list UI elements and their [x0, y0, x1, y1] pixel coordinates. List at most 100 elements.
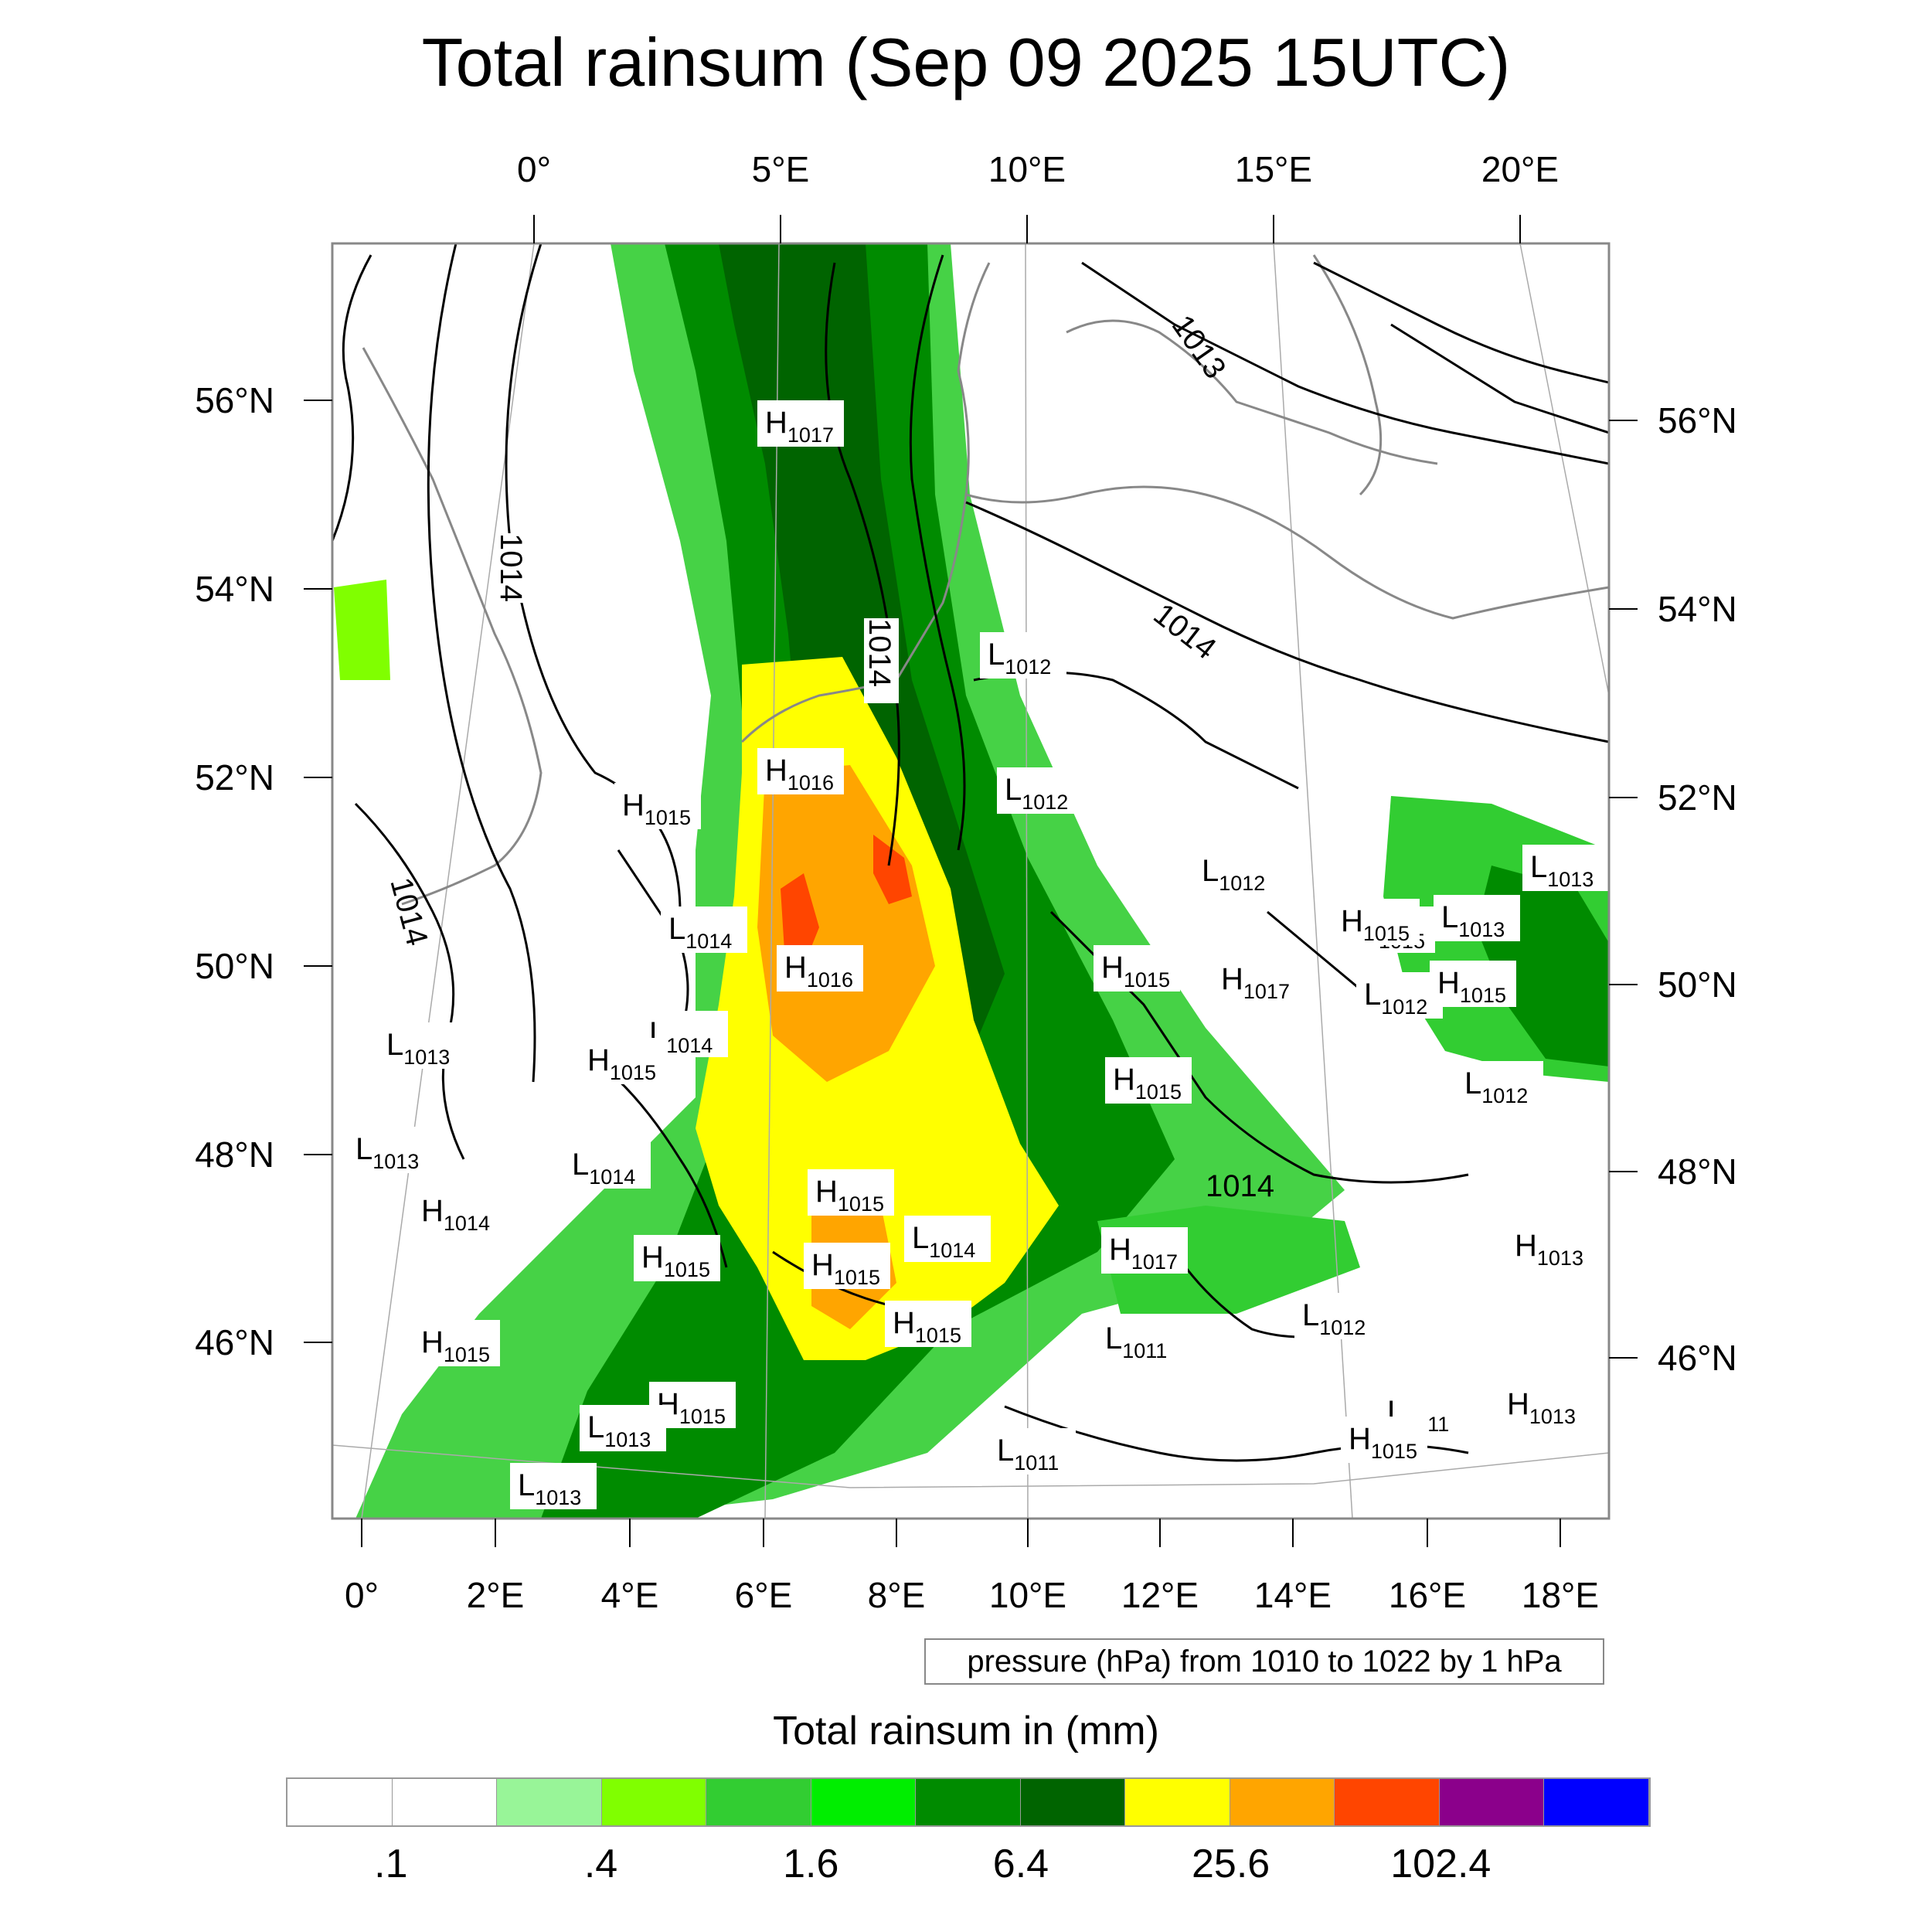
lat-label-right: 56°N [1658, 400, 1737, 440]
pressure-center-label: H1014 [413, 1189, 500, 1235]
pressure-center-label: H1015 [1341, 1417, 1427, 1463]
colorbar-swatch [601, 1779, 707, 1825]
pressure-center-text: H1015 [1341, 904, 1410, 945]
contour-info-box: pressure (hPa) from 1010 to 1022 by 1 hP… [924, 1638, 1604, 1685]
colorbar-tick-label: .4 [583, 1842, 618, 1886]
lon-label-bottom: 18°E [1522, 1575, 1599, 1615]
pressure-center-label: H1015 [1430, 961, 1516, 1007]
pressure-center-text: L1013 [386, 1028, 450, 1069]
isobar-label: 1014 [862, 618, 896, 687]
pressure-center-text: H1015 [811, 1248, 880, 1289]
pressure-center-label: L1013 [580, 1405, 666, 1451]
colorbar-swatch [1544, 1779, 1649, 1825]
lat-label-right: 46°N [1658, 1338, 1737, 1378]
lon-label-bottom: 10°E [989, 1575, 1066, 1615]
lon-label-bottom: 16°E [1389, 1575, 1466, 1615]
lon-label-bottom: 2°E [467, 1575, 525, 1615]
colorbar-swatch [1230, 1779, 1335, 1825]
pressure-center-label: H1013 [1507, 1223, 1594, 1270]
pressure-center-text: L1012 [1464, 1066, 1528, 1107]
pressure-center-text: H1015 [421, 1325, 490, 1366]
pressure-center-text: L1013 [1441, 900, 1505, 941]
lon-label-top: 20°E [1481, 149, 1559, 189]
pressure-center-text: L1011 [1105, 1321, 1167, 1362]
lat-label-left: 48°N [195, 1134, 274, 1175]
pressure-center-text: H1015 [1349, 1422, 1417, 1463]
pressure-center-label: L1012 [1294, 1293, 1381, 1339]
colorbar-swatch [1020, 1779, 1126, 1825]
pressure-center-text: L1012 [1005, 773, 1068, 814]
pressure-center-text: L1014 [572, 1148, 635, 1189]
pressure-center-text: L1013 [355, 1132, 419, 1173]
pressure-center-text: L1011 [997, 1434, 1059, 1475]
colorbar-swatch [1125, 1779, 1230, 1825]
lon-label-top: 15°E [1235, 149, 1312, 189]
lat-label-left: 52°N [195, 757, 274, 798]
pressure-center-text: L1014 [912, 1221, 975, 1262]
pressure-center-label: L1013 [1434, 895, 1520, 941]
colorbar-tick-label: 102.4 [1390, 1842, 1492, 1886]
lat-label-right: 50°N [1658, 964, 1737, 1005]
coastlines [362, 254, 1609, 906]
pressure-center-label: H1015 [1094, 945, 1180, 992]
pressure-center-label: H1017 [1213, 957, 1300, 1003]
lon-label-top: 0° [517, 149, 551, 189]
lat-label-right: 48°N [1658, 1151, 1737, 1192]
pressure-center-label: L1014 [564, 1142, 651, 1189]
rain-west-patch [334, 580, 390, 680]
colorbar-tick-label: .1 [374, 1842, 408, 1886]
pressure-center-label: H1015 [614, 783, 701, 829]
pressure-center-label: H1013 [1499, 1382, 1586, 1428]
pressure-center-text: H1015 [1437, 966, 1506, 1007]
left-lat-labels: 56°N 54°N 52°N 50°N 48°N 46°N [195, 380, 274, 1362]
pressure-center-text: H1017 [765, 406, 834, 447]
top-lon-labels: 0° 5°E 10°E 15°E 20°E [517, 149, 1559, 189]
pressure-center-text: L1013 [518, 1468, 581, 1509]
pressure-center-label: H1015 [1333, 899, 1420, 945]
pressure-center-label: H1015 [413, 1320, 500, 1366]
pressure-center-text: H1015 [1101, 951, 1170, 992]
pressure-center-label: L1012 [980, 632, 1066, 679]
pressure-center-text: L1012 [1302, 1298, 1366, 1339]
colorbar-swatch [811, 1779, 917, 1825]
colorbar-tick-label: 25.6 [1192, 1842, 1270, 1886]
pressure-center-label: H1017 [1101, 1227, 1188, 1274]
pressure-centers: H1017H1016H1015L1012L1012L1012L1014H1016… [348, 400, 1609, 1509]
lon-label-bottom: 14°E [1254, 1575, 1332, 1615]
pressure-center-text: L1012 [1364, 978, 1427, 1019]
left-lat-ticks [304, 400, 332, 1343]
lon-label-bottom: 4°E [601, 1575, 659, 1615]
lat-label-right: 54°N [1658, 589, 1737, 629]
pressure-center-text: L1012 [988, 638, 1051, 679]
pressure-center-label: L1014 [904, 1216, 991, 1262]
lon-label-bottom: 0° [345, 1575, 379, 1615]
pressure-center-label: L1014 [661, 906, 747, 953]
pressure-center-label: L1012 [997, 767, 1083, 814]
pressure-center-label: L1012 [1356, 972, 1443, 1019]
pressure-center-label: H1015 [885, 1301, 971, 1347]
right-lat-ticks [1609, 420, 1638, 1359]
pressure-center-text: H1013 [1507, 1387, 1576, 1428]
lon-label-bottom: 8°E [868, 1575, 926, 1615]
pressure-center-label: L1013 [379, 1022, 465, 1069]
bottom-lon-labels: 0° 2°E 4°E 6°E 8°E 10°E 12°E 14°E 16°E 1… [345, 1575, 1599, 1615]
colorbar-swatch [287, 1779, 393, 1825]
isobar-label: 1014 [1206, 1169, 1274, 1203]
colorbar-tick-label: 6.4 [992, 1842, 1049, 1886]
colorbar-swatch [1335, 1779, 1440, 1825]
map-frame [331, 242, 1611, 1520]
lon-label-bottom: 12°E [1121, 1575, 1199, 1615]
pressure-center-text: H1017 [1221, 962, 1290, 1003]
colorbar-swatch [497, 1779, 602, 1825]
lon-label-top: 5°E [752, 149, 810, 189]
pressure-center-label: H1015 [580, 1038, 666, 1084]
pressure-center-text: L1014 [668, 912, 732, 953]
pressure-center-label: H1015 [808, 1169, 894, 1216]
pressure-center-label: L1011 [989, 1428, 1076, 1475]
pressure-center-text: H1015 [622, 788, 691, 829]
pressure-center-label: H1015 [634, 1235, 720, 1281]
pressure-center-text: H1015 [641, 1240, 710, 1281]
bottom-lon-ticks [361, 1519, 1561, 1547]
lat-label-left: 50°N [195, 946, 274, 986]
